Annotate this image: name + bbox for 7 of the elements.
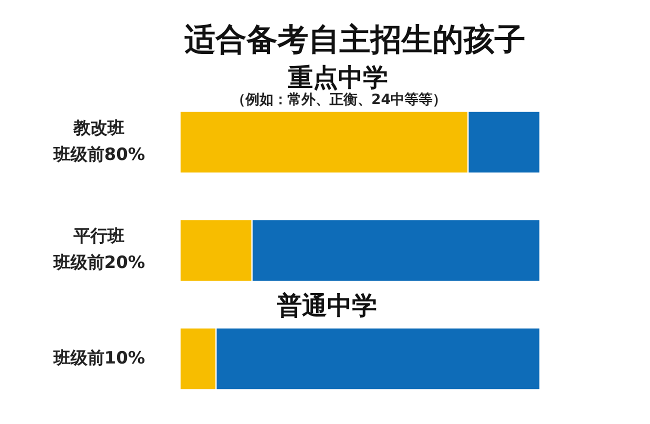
chart-subtitle: 重点中学 — [288, 63, 388, 92]
y-tick-label: 教改班班级前80% — [52, 118, 146, 165]
annotation: 普通中学 — [277, 291, 377, 320]
y-tick-label: 班级前10% — [52, 348, 146, 368]
y-tick-label: 平行班班级前20% — [52, 226, 146, 274]
chart-title: 适合备考自主招生的孩子 — [184, 21, 526, 59]
annotation: （例如：常外、正衡、24中等等） — [231, 91, 447, 109]
